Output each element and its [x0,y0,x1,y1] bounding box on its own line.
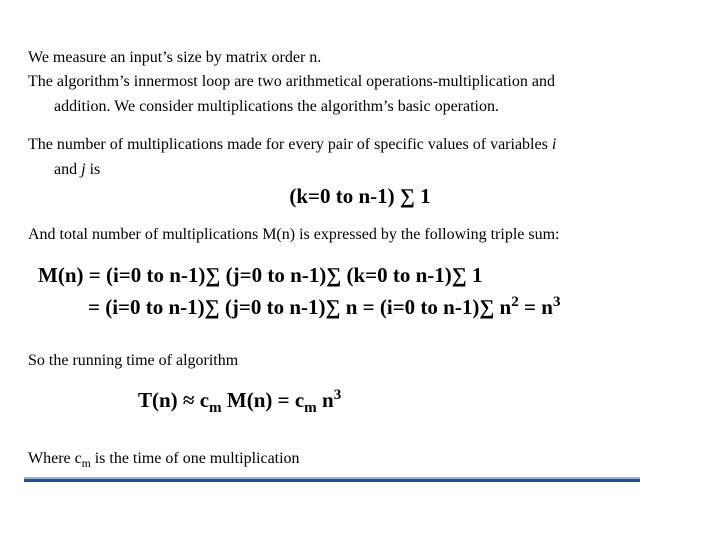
equation-inner-sum: (k=0 to n-1) ∑ 1 [28,184,692,209]
var-i: i [552,136,556,153]
text: is the time of one multiplication [91,450,300,467]
text: is [86,161,101,178]
spacer [28,121,692,135]
text: M(n) = c [222,388,305,412]
text: = (i=0 to n-1)∑ (j=0 to n-1)∑ n = (i=0 t… [88,295,511,319]
para-1-line-2: The algorithm’s innermost loop are two a… [28,72,692,92]
sup-3: 3 [334,387,342,403]
sub-m: m [209,400,222,416]
para-2-line-2: and j is [28,160,692,180]
equation-mn-line-1: M(n) = (i=0 to n-1)∑ (j=0 to n-1)∑ (k=0 … [38,261,692,289]
para-4: So the running time of algorithm [28,351,692,371]
slide: We measure an input’s size by matrix ord… [0,0,720,540]
para-1-line-1: We measure an input’s size by matrix ord… [28,48,692,68]
spacer [28,423,692,433]
text: and [54,161,81,178]
text: T(n) ≈ c [138,388,209,412]
equation-mn-line-2: = (i=0 to n-1)∑ (j=0 to n-1)∑ n = (i=0 t… [38,292,692,321]
text: = n [519,295,553,319]
sub-m: m [82,458,91,470]
footer-rule [24,477,640,482]
para-1-line-3: addition. We consider multiplications th… [28,97,692,117]
equation-tn: T(n) ≈ cm M(n) = cm n3 [138,387,692,417]
text: The number of multiplications made for e… [28,136,552,153]
para-5: Where cm is the time of one multiplicati… [28,449,692,472]
sup-2: 2 [511,294,519,310]
para-2-line-1: The number of multiplications made for e… [28,135,692,155]
para-3: And total number of multiplications M(n)… [28,225,692,245]
text: Where c [28,450,82,467]
sub-m: m [304,400,317,416]
sup-3: 3 [553,294,561,310]
text: n [317,388,334,412]
spacer [28,325,692,335]
